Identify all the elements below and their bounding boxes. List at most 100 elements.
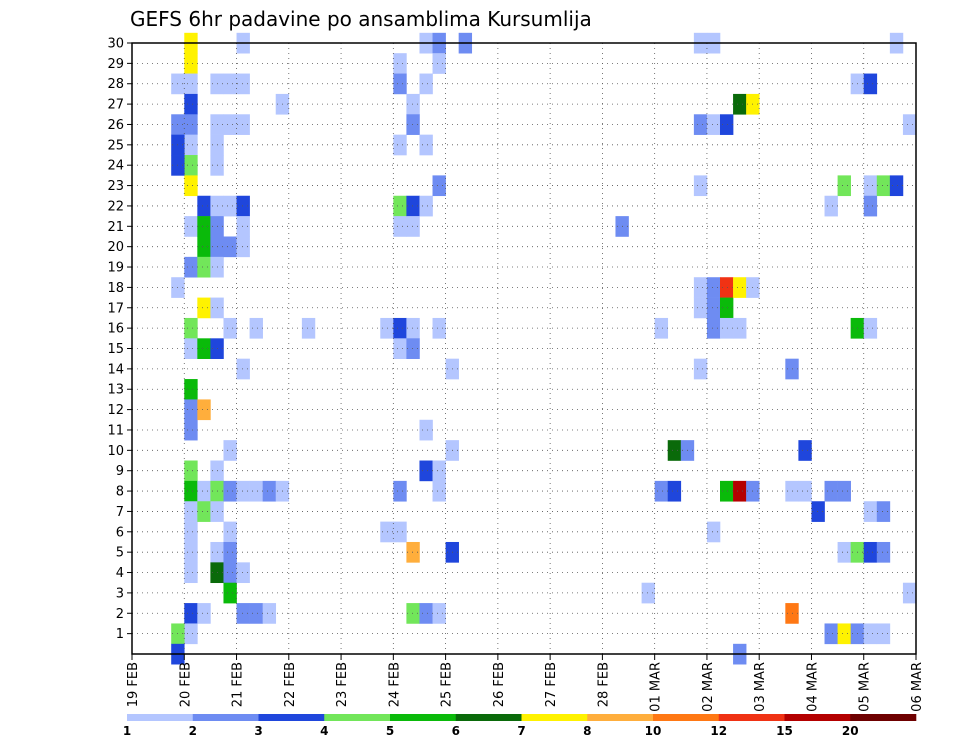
precip-cell xyxy=(693,297,708,319)
precip-cell xyxy=(223,114,237,135)
y-tick-label: 9 xyxy=(116,464,124,479)
x-tick-label: 23 FEB xyxy=(335,662,350,707)
precip-cell xyxy=(432,53,446,74)
precip-cell xyxy=(824,623,838,645)
precip-cell xyxy=(249,317,263,339)
y-tick-label: 13 xyxy=(107,383,124,398)
y-tick-label: 5 xyxy=(116,546,124,561)
precip-cell xyxy=(824,480,838,502)
y-axis: 1234567891011121314151617181920212223242… xyxy=(107,37,132,642)
precip-cell xyxy=(393,134,407,156)
y-tick-label: 19 xyxy=(107,261,124,276)
precip-cell xyxy=(236,236,250,258)
precip-cell xyxy=(393,480,407,502)
x-tick-label: 19 FEB xyxy=(126,662,141,707)
x-tick-label: 01 MAR xyxy=(649,662,664,712)
precip-cell xyxy=(419,460,433,482)
colorbar-swatch xyxy=(718,714,785,721)
precip-cell xyxy=(654,480,669,502)
precip-cell xyxy=(197,603,211,624)
precip-cell xyxy=(380,521,394,543)
y-tick-label: 30 xyxy=(107,37,124,52)
precip-cell xyxy=(393,73,407,95)
precip-cell xyxy=(184,562,198,584)
precip-cell xyxy=(184,175,198,197)
y-tick-label: 1 xyxy=(116,627,124,642)
precip-cell xyxy=(720,277,734,298)
y-tick-label: 27 xyxy=(107,98,124,113)
precip-cell xyxy=(720,480,734,502)
precip-cell xyxy=(236,562,250,584)
precip-cell xyxy=(863,175,878,197)
colorbar-swatch xyxy=(850,714,917,721)
precip-cell xyxy=(419,195,433,217)
precip-cell xyxy=(393,521,407,543)
precip-cell xyxy=(184,480,198,502)
x-tick-label: 27 FEB xyxy=(544,662,559,707)
precip-cell xyxy=(184,53,198,74)
precip-cell xyxy=(184,521,198,543)
precip-cell xyxy=(406,317,420,339)
precip-cell xyxy=(197,501,211,522)
precip-cell xyxy=(432,603,446,624)
y-tick-label: 11 xyxy=(107,423,124,438)
precip-cell xyxy=(811,501,825,522)
colorbar-label: 6 xyxy=(452,724,460,738)
colorbar-swatch xyxy=(127,714,194,721)
precip-cell xyxy=(798,440,812,461)
precip-cell xyxy=(693,277,708,298)
y-tick-label: 17 xyxy=(107,301,124,316)
precip-cell xyxy=(184,379,198,400)
precip-cell xyxy=(197,297,211,319)
precip-cell xyxy=(706,114,721,135)
precip-cell xyxy=(419,73,433,95)
precip-cell xyxy=(667,480,682,502)
y-tick-label: 21 xyxy=(107,220,124,235)
precip-cell xyxy=(223,480,237,502)
precip-cell xyxy=(902,582,917,604)
precip-cell xyxy=(419,419,433,441)
colorbar-swatch xyxy=(521,714,588,721)
precip-cell xyxy=(223,317,237,339)
cells-layer xyxy=(171,32,917,665)
precip-cell xyxy=(184,501,198,522)
precip-cell xyxy=(837,175,851,197)
precip-cell xyxy=(641,582,655,604)
colorbar-label: 12 xyxy=(710,724,727,738)
precip-cell xyxy=(406,541,420,563)
y-tick-label: 3 xyxy=(116,586,124,601)
precip-cell xyxy=(184,623,198,645)
precip-cell xyxy=(863,195,878,217)
precip-cell xyxy=(197,399,211,421)
precip-cell xyxy=(223,541,237,563)
plot-frame xyxy=(131,42,917,655)
precip-cell xyxy=(419,134,433,156)
precip-cell xyxy=(733,277,747,298)
precip-cell xyxy=(301,317,316,339)
precip-cell xyxy=(824,195,838,217)
colorbar-label: 3 xyxy=(254,724,262,738)
precip-cell xyxy=(837,480,851,502)
x-tick-label: 21 FEB xyxy=(231,662,246,707)
colorbar-swatch xyxy=(587,714,654,721)
precip-cell xyxy=(837,623,851,645)
y-tick-label: 12 xyxy=(107,403,124,418)
precip-cell xyxy=(236,114,250,135)
precip-cell xyxy=(223,562,237,584)
colorbar-swatch xyxy=(653,714,720,721)
precip-cell xyxy=(889,175,904,197)
x-tick-label: 28 FEB xyxy=(596,662,611,707)
precip-cell xyxy=(706,277,721,298)
y-tick-label: 4 xyxy=(116,566,124,581)
precip-cell xyxy=(262,603,277,624)
precip-cell xyxy=(184,541,198,563)
y-tick-label: 26 xyxy=(107,118,124,133)
precip-cell xyxy=(184,603,198,624)
y-tick-label: 7 xyxy=(116,505,124,520)
y-tick-label: 15 xyxy=(107,342,124,357)
precip-cell xyxy=(863,73,878,95)
precip-cell xyxy=(406,338,420,359)
x-tick-label: 20 FEB xyxy=(178,662,193,707)
precip-cell xyxy=(236,358,250,380)
